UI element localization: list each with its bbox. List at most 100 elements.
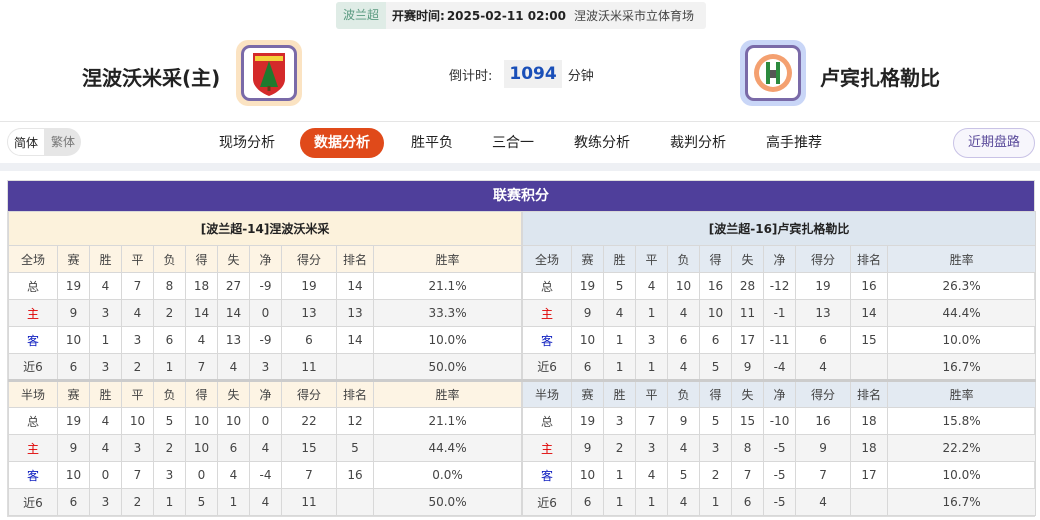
col-header-win-rate: 胜率 xyxy=(372,245,523,273)
col-header-goal-diff: 净 xyxy=(249,379,282,408)
home-team-logo[interactable] xyxy=(236,40,302,106)
cell-goal-diff: 4 xyxy=(249,488,282,516)
cell-win-rate: 10.0% xyxy=(372,326,523,354)
cell-played: 6 xyxy=(57,353,90,381)
cell-row-label: 主 xyxy=(522,434,573,462)
cell-goals-against: 15 xyxy=(731,407,765,435)
tab-referee-analysis[interactable]: 裁判分析 xyxy=(670,135,726,151)
tab-win-draw-loss[interactable]: 胜平负 xyxy=(411,135,453,151)
col-header-draws: 平 xyxy=(121,245,154,273)
tab-live-analysis[interactable]: 现场分析 xyxy=(219,135,275,151)
cell-draws: 3 xyxy=(121,434,154,462)
cell-rank: 18 xyxy=(850,434,889,462)
col-header-draws: 平 xyxy=(121,379,154,408)
cell-row-label: 客 xyxy=(8,461,58,489)
cell-rank: 5 xyxy=(336,434,374,462)
col-header-rank: 排名 xyxy=(850,379,889,408)
cell-draws: 3 xyxy=(635,434,669,462)
table-row-full-home: 主 9 4 1 4 10 11 -1 13 14 44.4% xyxy=(522,299,1037,327)
col-header-win-rate: 胜率 xyxy=(887,245,1037,273)
col-header-played: 赛 xyxy=(571,379,605,408)
cell-goals-against: 8 xyxy=(731,434,765,462)
col-header-played: 赛 xyxy=(571,245,605,273)
match-info-bar: 波兰超 开赛时间: 2025-02-11 02:00 涅波沃米采市立体育场 xyxy=(336,2,706,29)
col-header-points: 得分 xyxy=(795,245,852,273)
cell-played: 6 xyxy=(571,488,605,516)
cell-losses: 10 xyxy=(667,272,701,300)
cell-wins: 5 xyxy=(603,272,637,300)
cell-goals-against: 10 xyxy=(217,407,250,435)
col-header-losses: 负 xyxy=(667,379,701,408)
lang-simplified[interactable]: 简体 xyxy=(7,128,46,156)
table-row-full-last6: 近6 6 3 2 1 7 4 3 11 50.0% xyxy=(8,353,523,381)
col-header-goals-against: 失 xyxy=(731,379,765,408)
tab-coach-analysis[interactable]: 教练分析 xyxy=(574,135,630,151)
col-header-draws: 平 xyxy=(635,379,669,408)
tab-three-in-one[interactable]: 三合一 xyxy=(492,135,534,151)
col-header-losses: 负 xyxy=(153,379,186,408)
col-header-wins: 胜 xyxy=(603,379,637,408)
cell-goal-diff: -10 xyxy=(763,407,797,435)
tab-data-analysis[interactable]: 数据分析 xyxy=(300,128,384,158)
league-badge[interactable]: 波兰超 xyxy=(336,2,387,29)
table-row-full-last6: 近6 6 1 1 4 5 9 -4 4 16.7% xyxy=(522,353,1037,381)
cell-goals-for: 6 xyxy=(699,326,733,354)
cell-goals-for: 0 xyxy=(185,461,218,489)
cell-rank xyxy=(850,353,889,381)
cell-draws: 1 xyxy=(635,299,669,327)
recent-odds-button[interactable]: 近期盘路 xyxy=(952,128,1035,158)
cell-losses: 3 xyxy=(153,461,186,489)
cell-wins: 1 xyxy=(603,488,637,516)
cell-win-rate: 33.3% xyxy=(372,299,523,327)
table-row-half-home: 主 9 4 3 2 10 6 4 15 5 44.4% xyxy=(8,434,523,462)
table-caption: [波兰超-14]涅波沃米采 xyxy=(7,211,523,246)
away-team-logo[interactable] xyxy=(740,40,806,106)
half-header-row: 半场赛胜平负得失净得分 排名 胜率 xyxy=(8,379,523,408)
away-team-name[interactable]: 卢宾扎格勒比 xyxy=(820,66,940,90)
cell-played: 9 xyxy=(571,299,605,327)
cell-goals-for: 5 xyxy=(699,407,733,435)
lang-traditional[interactable]: 繁体 xyxy=(51,135,76,149)
col-header-goals-against: 失 xyxy=(731,245,765,273)
col-header-goals-against: 失 xyxy=(217,379,250,408)
cell-goal-diff: 0 xyxy=(249,299,282,327)
cell-wins: 1 xyxy=(603,326,637,354)
cell-row-label: 客 xyxy=(8,326,58,354)
cell-rank: 18 xyxy=(850,407,889,435)
cell-played: 9 xyxy=(57,299,90,327)
start-time-label: 开赛时间: xyxy=(392,9,445,23)
cell-rank xyxy=(850,488,889,516)
cell-played: 9 xyxy=(571,434,605,462)
cell-win-rate: 16.7% xyxy=(887,488,1037,516)
cell-goals-against: 4 xyxy=(217,353,250,381)
cell-win-rate: 16.7% xyxy=(887,353,1037,381)
cell-points: 4 xyxy=(795,353,852,381)
cell-row-label: 总 xyxy=(522,407,573,435)
table-row-full-away: 客 10 1 3 6 6 17 -11 6 15 10.0% xyxy=(522,326,1037,354)
cell-wins: 4 xyxy=(89,434,122,462)
col-header-rank: 排名 xyxy=(336,245,374,273)
cell-points: 4 xyxy=(795,488,852,516)
cell-draws: 4 xyxy=(635,461,669,489)
table-row-half-total: 总 19 3 7 9 5 15 -10 16 18 15.8% xyxy=(522,407,1037,435)
cell-goals-against: 7 xyxy=(731,461,765,489)
cell-points: 15 xyxy=(281,434,337,462)
cell-played: 6 xyxy=(571,353,605,381)
cell-goal-diff: 4 xyxy=(249,434,282,462)
standings-panel: 联赛积分 [波兰超-14]涅波沃米采 全场赛胜平负得失净得分 排名 胜率总 19 4 7 8 1… xyxy=(7,180,1037,517)
cell-goal-diff: -12 xyxy=(763,272,797,300)
cell-row-label: 主 xyxy=(522,299,573,327)
countdown-value: 1094 xyxy=(504,60,562,88)
tab-expert-picks[interactable]: 高手推荐 xyxy=(766,135,822,151)
col-header-losses: 负 xyxy=(667,245,701,273)
cell-draws: 4 xyxy=(121,299,154,327)
cell-wins: 4 xyxy=(89,272,122,300)
cell-goals-for: 4 xyxy=(185,326,218,354)
col-header-played: 赛 xyxy=(57,379,90,408)
cell-rank xyxy=(336,488,374,516)
cell-goal-diff: 3 xyxy=(249,353,282,381)
cell-rank: 12 xyxy=(336,407,374,435)
col-header-goal-diff: 净 xyxy=(763,245,797,273)
home-team-name[interactable]: 涅波沃米采(主) xyxy=(82,66,221,90)
cell-wins: 3 xyxy=(89,488,122,516)
